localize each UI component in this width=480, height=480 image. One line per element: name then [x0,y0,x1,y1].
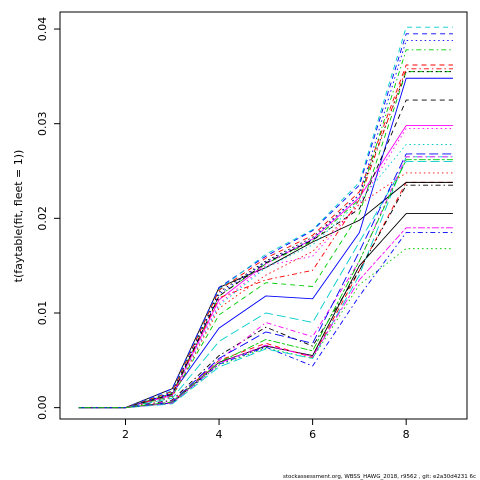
footer-credit: stockassessment.org, WBSS_HAWG_2018, r95… [283,474,476,480]
y-tick-label: 0.00 [36,395,49,420]
series-line-25 [78,153,453,409]
series-line-11 [78,33,453,409]
series-line-10 [78,71,453,409]
plot-frame [59,11,468,420]
series-line-17 [78,68,453,409]
x-tick-label: 4 [216,428,223,441]
y-tick-label: 0.02 [36,206,49,231]
series-line-20 [78,144,453,409]
x-tick-label: 8 [403,428,410,441]
y-tick-label: 0.01 [36,301,49,326]
y-axis-title: t(faytable(fit, fleet = 1)) [12,150,25,283]
series-line-18 [78,99,453,409]
y-tick-label: 0.04 [36,17,49,42]
series-line-3 [78,248,453,409]
series-line-5 [78,156,453,409]
series-line-22 [78,161,453,409]
x-tick-label: 6 [309,428,316,441]
series-line-26 [78,159,453,409]
x-axis: 2 4 6 8 [122,419,410,441]
y-tick-label: 0.03 [36,111,49,136]
series-layer [78,26,453,409]
x-tick-label: 2 [122,428,129,441]
series-line-21 [78,172,453,409]
y-axis: 0.00 0.01 0.02 0.03 0.04 [36,17,60,420]
